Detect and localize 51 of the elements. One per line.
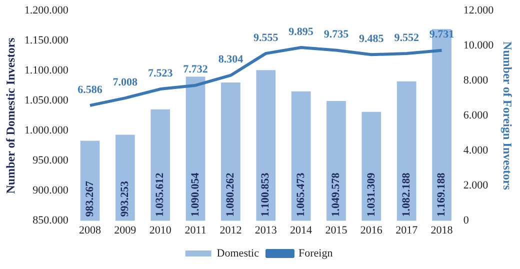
data-label: 7.008 [112, 76, 138, 88]
data-label: 1.065.473 [294, 172, 307, 217]
data-label: 1.100.853 [260, 172, 272, 217]
x-tick-label: 2017 [396, 224, 418, 236]
data-label: 7.523 [148, 67, 174, 80]
legend-label: Foreign [298, 247, 334, 260]
x-tick-label: 2014 [290, 224, 313, 236]
x-tick-label: 2015 [325, 224, 348, 236]
y2-axis-title: Number of Foreign Investors [500, 41, 515, 190]
x-tick-label: 2012 [220, 224, 242, 236]
data-label: 9.552 [394, 32, 420, 44]
data-label: 7.732 [183, 64, 208, 76]
data-label: 9.735 [324, 28, 350, 41]
data-label: 1.169.188 [436, 172, 448, 217]
legend-label: Domestic [216, 247, 260, 260]
data-label: 1.031.309 [365, 172, 378, 217]
data-label: 983.267 [84, 180, 96, 217]
y-tick-label: 900.000 [32, 184, 69, 197]
y2-tick-label: 12.000 [463, 4, 494, 16]
x-tick-label: 2010 [149, 224, 172, 236]
y2-tick-label: 0 [463, 214, 470, 227]
y-tick-label: 1.200.000 [24, 4, 69, 16]
y-tick-label: 950.000 [32, 154, 69, 167]
x-tick-label: 2008 [78, 224, 102, 236]
data-label: 6.586 [78, 84, 103, 96]
data-label: 1.080.262 [224, 172, 237, 217]
y2-tick-label: 10.000 [463, 40, 494, 52]
y2-tick-label: 2.000 [463, 180, 489, 192]
x-tick-label: 2013 [254, 224, 278, 236]
data-label: 9.485 [359, 33, 384, 45]
data-label: 9.555 [254, 32, 279, 44]
data-label: 1.035.612 [154, 172, 166, 217]
y-tick-label: 850.000 [32, 214, 69, 227]
data-label: 1.049.578 [330, 172, 342, 217]
y-axis-title: Number of Domestic Investors [3, 37, 18, 194]
x-tick-label: 2009 [114, 224, 137, 236]
x-tick-label: 2011 [184, 224, 206, 236]
y-tick-label: 1.000.000 [24, 124, 69, 137]
y-tick-label: 1.150.000 [24, 34, 69, 47]
data-label: 1.090.054 [189, 172, 202, 217]
x-tick-label: 2018 [430, 224, 454, 236]
x-tick-label: 2016 [360, 224, 383, 236]
data-label: 8.304 [218, 54, 244, 66]
y2-tick-label: 4.000 [463, 144, 489, 157]
y-tick-label: 1.050.000 [24, 94, 69, 107]
y2-tick-label: 8.000 [463, 74, 489, 87]
y-tick-label: 1.100.000 [24, 64, 69, 77]
data-label: 993.253 [119, 180, 132, 217]
y2-tick-label: 6.000 [463, 110, 489, 122]
data-label: 9.895 [288, 26, 314, 38]
data-label: 1.082.188 [400, 172, 412, 217]
